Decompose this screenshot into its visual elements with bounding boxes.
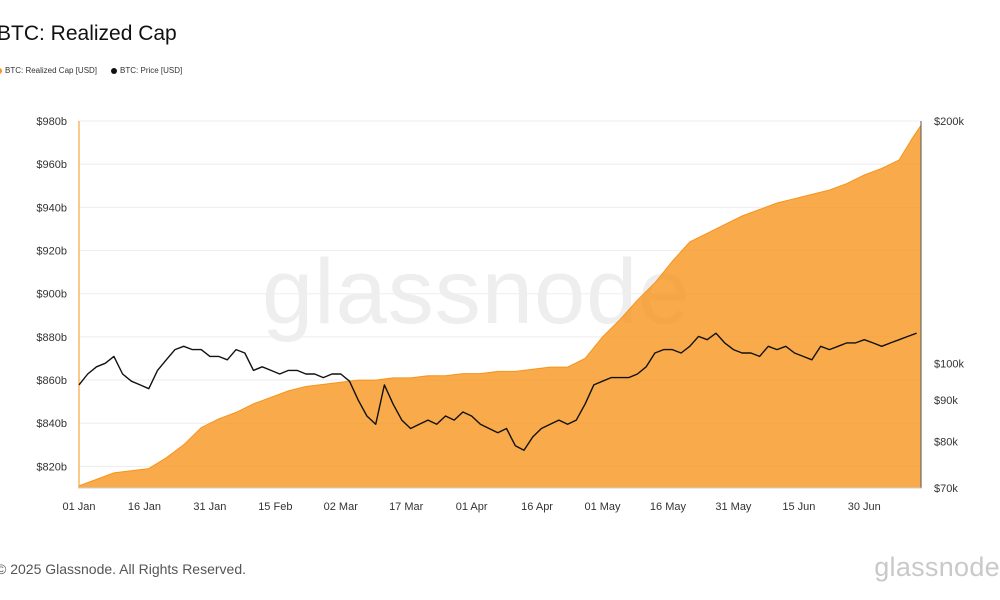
brand-logo-text: glassnode — [874, 552, 1000, 582]
x-tick-label: 16 Apr — [521, 501, 553, 513]
x-tick-label: 01 May — [584, 501, 621, 513]
x-tick-label: 01 Apr — [456, 501, 488, 513]
y-tick-label-left: $940b — [36, 202, 67, 214]
y-tick-label-right: $200k — [934, 116, 964, 128]
y-tick-label-left: $900b — [36, 289, 67, 301]
legend-swatch-price — [111, 67, 118, 74]
x-tick-label: 31 May — [715, 501, 752, 513]
y-tick-label-left: $980b — [36, 116, 67, 128]
y-tick-label-right: $70k — [934, 483, 958, 495]
x-tick-label: 02 Mar — [324, 501, 359, 513]
y-tick-label-left: $840b — [36, 418, 67, 430]
x-tick-label: 30 Jun — [848, 501, 881, 513]
legend-swatch-realized-cap — [0, 67, 2, 74]
x-tick-label: 16 May — [650, 501, 687, 513]
legend-label-realized-cap: BTC: Realized Cap [USD] — [5, 66, 98, 75]
y-tick-label-left: $820b — [36, 461, 67, 473]
series-area-realized-cap — [78, 123, 922, 489]
y-tick-label-left: $920b — [36, 246, 67, 258]
x-tick-label: 16 Jan — [128, 501, 161, 513]
legend: BTC: Realized Cap [USD] BTC: Price [USD] — [0, 66, 182, 75]
x-tick-label: 01 Jan — [62, 501, 95, 513]
legend-item-price[interactable]: BTC: Price [USD] — [111, 66, 182, 75]
legend-item-realized-cap[interactable]: BTC: Realized Cap [USD] — [0, 66, 97, 75]
y-tick-label-right: $80k — [934, 436, 958, 448]
x-tick-label: 15 Feb — [258, 501, 292, 513]
y-tick-label-left: $860b — [36, 375, 67, 387]
y-tick-label-left: $960b — [36, 159, 67, 171]
legend-label-price: BTC: Price [USD] — [120, 66, 183, 75]
y-tick-label-left: $880b — [36, 332, 67, 344]
copyright-footer: © 2025 Glassnode. All Rights Reserved. — [0, 561, 247, 577]
y-tick-label-right: $90k — [934, 395, 958, 407]
series-line-price — [78, 332, 917, 451]
x-tick-label: 15 Jun — [782, 501, 815, 513]
x-tick-label: 31 Jan — [193, 501, 226, 513]
x-tick-label: 17 Mar — [389, 501, 424, 513]
y-tick-label-right: $100k — [934, 358, 964, 370]
chart-title: BTC: Realized Cap — [0, 22, 177, 45]
